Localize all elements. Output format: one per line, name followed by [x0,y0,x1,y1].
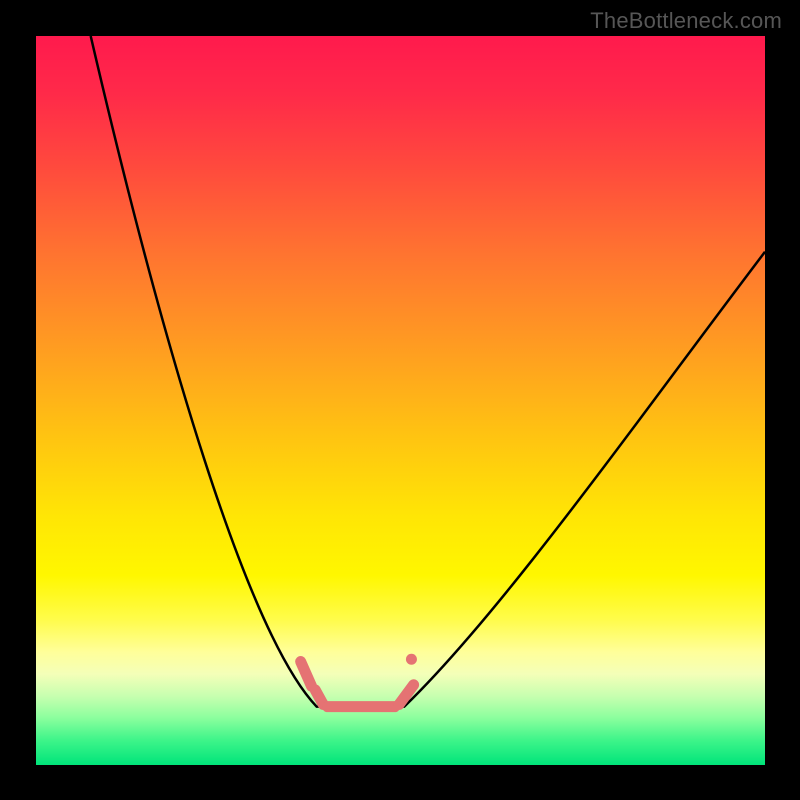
chart-svg [36,36,765,765]
accent-segment [301,661,312,686]
bottleneck-curve [91,36,765,707]
accent-segment [399,685,414,705]
accent-segment [315,690,323,705]
chart-frame: TheBottleneck.com [0,0,800,800]
watermark-text: TheBottleneck.com [590,8,782,34]
